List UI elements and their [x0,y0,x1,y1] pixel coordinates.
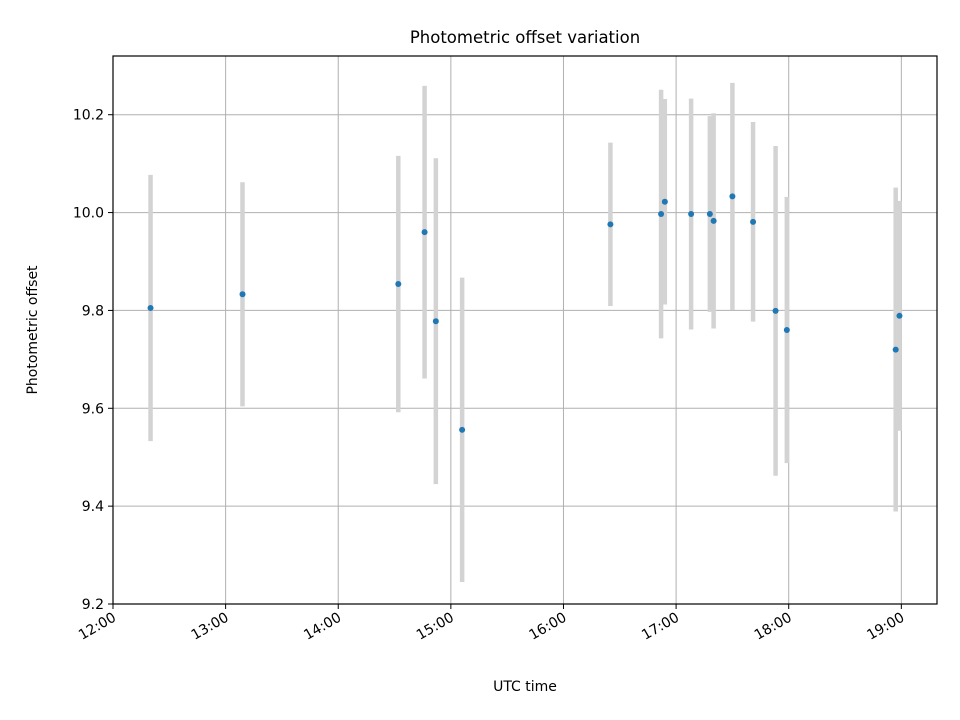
data-point [661,198,668,205]
y-axis-ticks: 9.2 9.4 9.6 9.8 10.0 10.2 [73,108,113,613]
data-point [658,211,665,218]
x-tick-label: 17:00 [639,610,682,644]
x-axis-ticks: 12:00 13:00 14:00 15:00 16:00 17:00 18:00 19:00 [76,604,907,644]
data-point [896,312,903,319]
data-point [395,281,402,288]
y-tick-label: 9.8 [82,303,104,319]
data-point [706,211,713,218]
y-tick-label: 9.4 [82,499,104,515]
y-axis-label: Photometric offset [25,265,41,395]
x-axis-label: UTC time [493,679,557,695]
x-tick-label: 18:00 [752,610,795,644]
x-tick-label: 14:00 [301,610,344,644]
data-point [750,218,757,225]
x-tick-label: 12:00 [76,610,119,644]
data-point [607,221,614,228]
data-point [688,211,695,218]
data-point [459,426,466,433]
grid-lines [112,56,937,605]
y-tick-label: 10.2 [73,108,104,124]
x-tick-label: 13:00 [189,610,232,644]
data-point [147,304,154,311]
x-tick-label: 16:00 [527,610,570,644]
data-point [892,346,899,353]
data-point [239,291,246,298]
y-tick-label: 10.0 [73,206,104,222]
chart-title: Photometric offset variation [410,28,640,47]
plot-frame [112,55,938,605]
data-point [710,217,717,224]
data-point [729,193,736,200]
data-point [432,318,439,325]
data-points [147,193,903,433]
data-point [421,229,428,236]
data-point [783,327,790,333]
x-tick-label: 19:00 [864,610,907,644]
y-tick-label: 9.6 [82,401,104,417]
data-point [772,307,779,314]
x-tick-label: 15:00 [414,610,457,644]
y-tick-label: 9.2 [82,597,104,613]
